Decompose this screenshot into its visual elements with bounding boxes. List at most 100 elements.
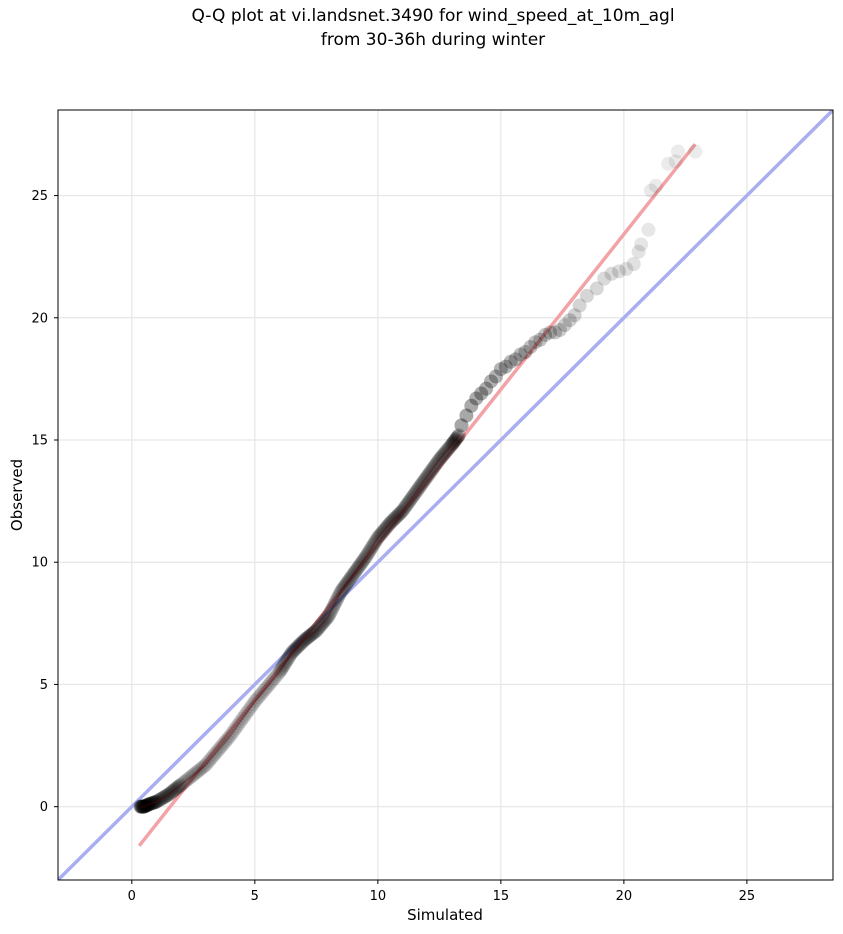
qq-point xyxy=(171,779,186,794)
qq-point xyxy=(370,530,385,545)
axis-ticks: 0 5 10 15 20 25 0 5 10 15 20 25 xyxy=(31,189,755,904)
qq-point xyxy=(139,798,154,813)
qq-point xyxy=(414,477,429,491)
qq-point xyxy=(136,799,151,814)
qq-point xyxy=(268,669,283,684)
qq-point xyxy=(411,481,426,496)
qq-point xyxy=(254,686,269,701)
qq-point xyxy=(380,519,395,534)
reference-lines xyxy=(58,110,833,880)
qq-point xyxy=(429,456,444,471)
qq-point xyxy=(251,690,266,705)
qq-point xyxy=(283,647,298,662)
qq-tail-point xyxy=(626,257,641,271)
qq-point xyxy=(420,469,435,484)
qq-point xyxy=(449,431,464,446)
qq-point xyxy=(418,472,433,487)
x-axis-label: Simulated xyxy=(407,906,483,924)
qq-point xyxy=(141,797,156,812)
qq-point xyxy=(263,675,278,690)
qq-point xyxy=(394,504,409,519)
qq-point xyxy=(417,473,432,488)
qq-point xyxy=(355,555,370,570)
qq-point xyxy=(445,437,460,452)
y-tick-label: 5 xyxy=(40,678,48,693)
qq-point xyxy=(340,574,355,589)
qq-point xyxy=(337,579,352,594)
qq-point xyxy=(358,550,373,565)
qq-tail-point xyxy=(503,354,518,369)
qq-point xyxy=(138,798,153,813)
qq-point xyxy=(441,442,456,457)
qq-point xyxy=(438,445,453,460)
qq-point xyxy=(416,474,431,489)
qq-point xyxy=(159,788,174,803)
qq-point xyxy=(290,639,305,654)
qq-point xyxy=(434,450,449,465)
qq-point xyxy=(195,760,210,775)
qq-point xyxy=(333,586,348,601)
qq-point xyxy=(135,799,150,814)
qq-point xyxy=(247,694,262,709)
plot-frame xyxy=(57,109,834,881)
qq-point xyxy=(298,632,313,647)
qq-point xyxy=(156,790,171,805)
qq-point xyxy=(165,784,180,799)
qq-point xyxy=(432,452,447,467)
qq-point xyxy=(315,616,330,631)
qq-point xyxy=(427,458,442,473)
qq-point xyxy=(349,562,364,577)
x-tick-label: 5 xyxy=(251,889,259,904)
qq-point xyxy=(134,799,149,814)
qq-point xyxy=(347,566,362,581)
qq-point xyxy=(278,655,293,670)
qq-point xyxy=(207,747,222,762)
qq-point xyxy=(366,537,381,552)
qq-point xyxy=(258,681,273,696)
fit-overlay xyxy=(140,434,460,808)
qq-point xyxy=(214,739,229,754)
qq-point xyxy=(399,497,414,512)
qq-point xyxy=(353,557,368,572)
qq-point xyxy=(182,770,197,785)
qq-point xyxy=(409,484,424,499)
qq-point xyxy=(392,506,407,521)
qq-point xyxy=(405,490,420,505)
qq-point xyxy=(140,797,155,812)
qq-point xyxy=(391,508,406,523)
qq-point xyxy=(265,673,280,688)
qq-point xyxy=(189,765,204,780)
qq-point xyxy=(235,711,250,726)
qq-point xyxy=(232,716,247,731)
qq-point xyxy=(407,486,422,501)
qq-point xyxy=(354,556,369,571)
qq-point xyxy=(136,799,151,814)
qq-point xyxy=(253,688,268,703)
y-tick-label: 20 xyxy=(31,311,48,326)
qq-point xyxy=(403,492,418,507)
qq-point xyxy=(284,645,299,660)
qq-point xyxy=(325,602,340,617)
qq-point xyxy=(139,798,154,813)
qq-point xyxy=(135,799,150,814)
qq-point xyxy=(277,656,292,671)
qq-tail-point xyxy=(454,418,469,433)
qq-point xyxy=(276,658,291,673)
qq-point xyxy=(134,799,149,814)
qq-point xyxy=(382,517,397,532)
qq-point xyxy=(174,777,189,792)
qq-point xyxy=(451,428,466,443)
qq-tail-point xyxy=(661,156,676,171)
qq-point xyxy=(319,611,334,626)
qq-point xyxy=(289,641,304,656)
qq-point xyxy=(223,728,238,743)
qq-tail-point xyxy=(498,359,513,374)
qq-point xyxy=(329,593,344,608)
qq-point xyxy=(340,576,355,590)
y-tick-label: 10 xyxy=(31,556,48,571)
qq-point xyxy=(413,479,428,494)
qq-point xyxy=(244,699,259,714)
qq-point xyxy=(390,509,405,524)
qq-point xyxy=(415,475,430,490)
qq-point xyxy=(362,544,377,559)
